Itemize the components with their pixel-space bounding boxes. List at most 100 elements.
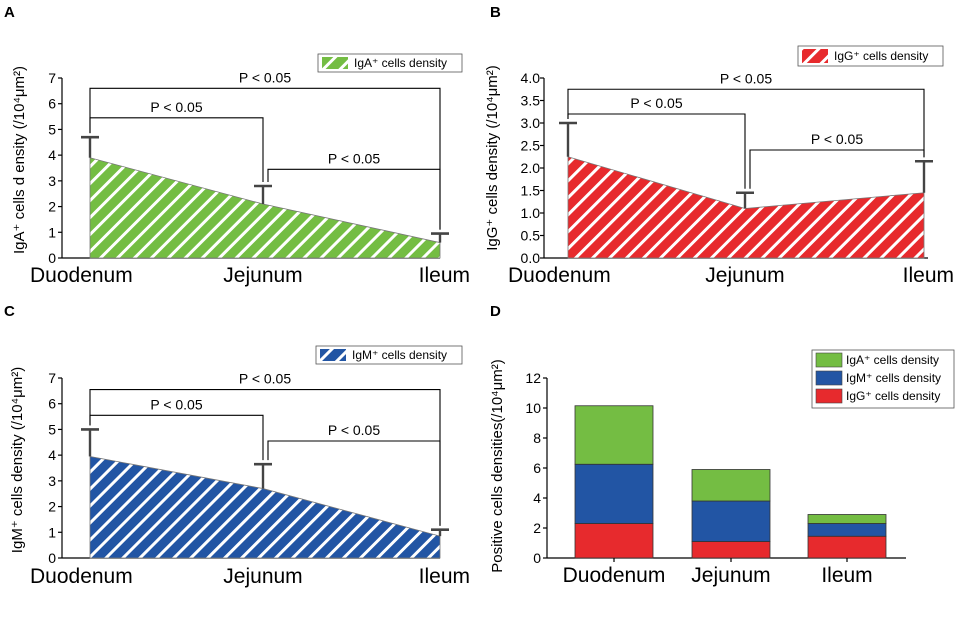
x-category-label: Ileum [419,264,470,287]
y-tick-label: 1 [48,224,56,240]
significance-bracket [267,168,441,230]
x-category-label: Duodenum [508,264,611,287]
legend-swatch [320,349,346,361]
significance-label: P < 0.05 [720,70,773,86]
area-fill [89,157,441,259]
panel-c-letter: C [4,303,15,320]
significance-bracket [267,440,441,526]
y-tick-label: 3 [48,473,56,489]
chart-b-area: 0.0 0.5 1.0 1.5 2.0 2.5 3.0 3.5 4.0 IgG⁺ cells de… [484,45,954,287]
legend-swatch [815,370,843,386]
legend-swatch [815,352,843,368]
bar-segment [807,535,887,559]
bar-segment [807,523,887,537]
legend-box [797,45,944,67]
x-category-label: Jejunum [223,264,302,287]
legend-label: IgG⁺ cells density [846,389,940,403]
y-axis-title: IgG⁺ cells density (/10⁴μm²) [484,65,501,251]
bar-segment [691,541,771,559]
chart-d-stacked-bar: 0 2 4 6 8 10 12 Positive cells densities(/10⁴μm… [489,349,955,587]
y-tick-label: 10 [525,400,541,416]
legend-swatch [322,57,348,69]
chart-c-area: 0 1 2 3 4 5 6 7 IgM⁺ cells density (/10⁴μm²)Duod… [9,345,470,588]
panel-a: A 0 1 2 3 4 5 6 7 IgA⁺ cells d ensity (/10⁴μm²)D… [4,4,470,287]
area-fill [89,455,441,559]
x-category-label: Jejunum [691,564,770,587]
significance-bracket [89,414,264,461]
panel-a-letter: A [4,4,15,21]
x-category-label: Ileum [821,564,872,587]
significance-label: P < 0.05 [630,95,683,111]
significance-label: P < 0.05 [150,396,203,412]
y-tick-label: 12 [525,370,541,386]
y-tick-label: 2 [48,499,56,515]
legend-label: IgA⁺ cells density [354,56,447,70]
significance-bracket [567,113,746,189]
y-tick-label: 0 [48,550,56,566]
x-category-label: Duodenum [30,565,133,588]
legend-label: IgM⁺ cells density [352,348,447,362]
x-category-label: Jejunum [223,565,302,588]
y-tick-label: 1 [48,524,56,540]
legend-box [315,345,463,365]
bar-segment [807,514,887,524]
x-category-label: Jejunum [705,264,784,287]
y-tick-label: 2 [533,520,541,536]
legend-label: IgG⁺ cells density [834,49,928,63]
y-tick-label: 7 [48,370,56,386]
y-tick-label: 8 [533,430,541,446]
y-tick-label: 0 [533,550,541,566]
panel-c: C 0 1 2 3 4 5 6 7 IgM⁺ cells density (/10⁴μm²)Du… [4,303,470,588]
y-tick-label: 5 [48,121,56,137]
y-tick-label: 0.5 [521,228,541,244]
y-tick-label: 7 [48,70,56,86]
x-category-label: Ileum [419,565,470,588]
panel-b: B 0.0 0.5 1.0 1.5 2.0 2.5 3.0 3.5 4.0 IgG⁺ cells … [484,4,954,287]
chart-a-area: 0 1 2 3 4 5 6 7 IgA⁺ cells d ensity (/10⁴μm²)Duo… [11,53,470,287]
x-category-label: Duodenum [563,564,666,587]
significance-label: P < 0.05 [239,371,292,387]
y-tick-label: 4 [48,447,56,463]
significance-label: P < 0.05 [328,150,381,166]
bar-segment [574,405,654,465]
y-tick-label: 0 [48,250,56,266]
significance-label: P < 0.05 [150,99,203,115]
y-tick-label: 0.0 [521,250,541,266]
bar-segment [691,500,771,542]
y-tick-label: 2.5 [521,138,541,154]
y-axis-title: IgM⁺ cells density (/10⁴μm²) [9,367,26,553]
y-tick-label: 6 [533,460,541,476]
y-tick-label: 3.0 [521,115,541,131]
y-tick-label: 1.0 [521,205,541,221]
significance-bracket [89,117,264,182]
y-tick-label: 2 [48,199,56,215]
legend-box [317,53,463,73]
y-tick-label: 6 [48,396,56,412]
panel-b-letter: B [490,4,501,21]
y-tick-label: 3 [48,173,56,189]
y-tick-label: 6 [48,96,56,112]
significance-label: P < 0.05 [811,131,864,147]
significance-bracket [749,149,925,189]
legend-swatch [815,388,843,404]
x-category-label: Duodenum [30,264,133,287]
legend-label: IgA⁺ cells density [846,353,939,367]
legend-label: IgM⁺ cells density [846,371,941,385]
significance-label: P < 0.05 [328,422,381,438]
y-axis-title: IgA⁺ cells d ensity (/10⁴μm²) [11,66,28,254]
bar-segment [574,463,654,524]
x-category-label: Ileum [903,264,954,287]
panel-d-letter: D [490,303,501,320]
legend-swatch [802,49,828,63]
bar-segment [691,469,771,502]
y-axis-title: Positive cells densities(/10⁴μm²) [489,359,506,573]
y-tick-label: 4.0 [521,70,541,86]
y-tick-label: 1.5 [521,183,541,199]
panel-d: D 0 2 4 6 8 10 12 Positive cells densities(/10⁴… [489,303,955,587]
area-fill [567,156,925,259]
significance-bracket [89,87,441,230]
y-tick-label: 2.0 [521,160,541,176]
y-tick-label: 4 [533,490,541,506]
y-tick-label: 3.5 [521,93,541,109]
